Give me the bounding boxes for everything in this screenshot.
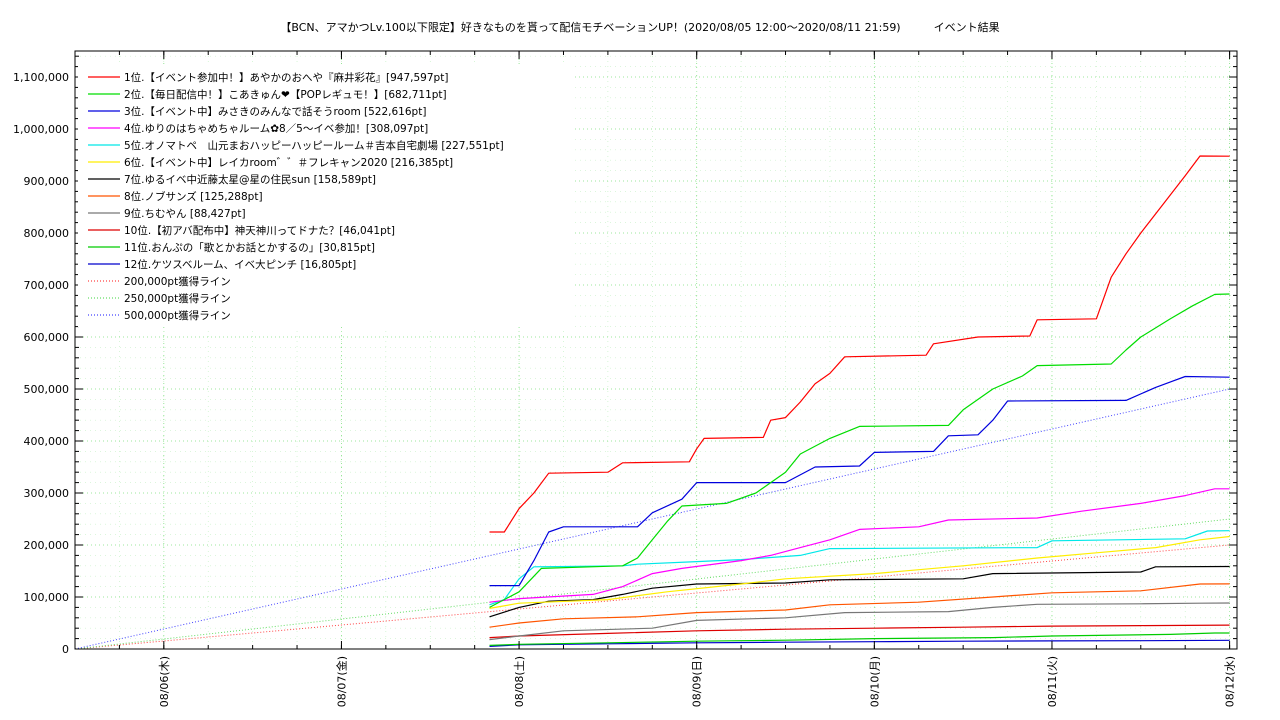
x-tick-label: 08/10(月) bbox=[868, 656, 881, 707]
y-tick-label: 600,000 bbox=[24, 331, 70, 344]
y-tick-label: 0 bbox=[62, 643, 69, 656]
legend-label: 9位.ちむやん [88,427pt] bbox=[124, 207, 246, 220]
y-tick-label: 100,000 bbox=[24, 591, 70, 604]
data-series bbox=[489, 155, 1230, 647]
legend-label: 200,000pt獲得ライン bbox=[124, 275, 231, 288]
y-tick-label: 1,000,000 bbox=[13, 123, 69, 136]
legend-label: 1位.【イベント参加中！】あやかのおへや『麻井彩花』[947,597pt] bbox=[124, 71, 448, 84]
plot-frame bbox=[74, 50, 1238, 650]
legend-label: 3位.【イベント中】みさきのみんなで話そうroom [522,616pt] bbox=[124, 105, 426, 118]
legend-label: 4位.ゆりのはちゃめちゃルーム✿8／5～イベ参加！[308,097pt] bbox=[124, 122, 428, 135]
series-line bbox=[489, 535, 1230, 609]
x-tick-label: 08/08(土) bbox=[513, 656, 526, 707]
chart-title: 【BCN、アマかつLv.100以下限定】好きなものを貰って配信モチベーションUP… bbox=[280, 21, 1000, 34]
reference-line bbox=[74, 388, 1230, 650]
y-tick-label: 300,000 bbox=[24, 487, 70, 500]
series-line bbox=[489, 632, 1230, 646]
legend-label: 10位.【初アバ配布中】神天神川ってドナた？[46,041pt] bbox=[124, 224, 395, 237]
y-tick-label: 800,000 bbox=[24, 227, 70, 240]
x-tick-label: 08/11(火) bbox=[1046, 656, 1059, 707]
legend-label: 8位.ノブサンズ [125,288pt] bbox=[124, 190, 263, 203]
reference-line bbox=[74, 518, 1230, 650]
legend-label: 11位.おんぷの「歌とかお話とかするの」[30,815pt] bbox=[124, 241, 375, 254]
legend-background bbox=[78, 66, 573, 327]
series-line bbox=[489, 602, 1230, 641]
x-tick-label: 08/09(日) bbox=[691, 656, 704, 707]
series-line bbox=[489, 624, 1230, 639]
legend-label: 7位.ゆるイベ中近藤太星@星の住民sun [158,589pt] bbox=[124, 173, 376, 186]
legend-label: 5位.オノマトペ 山元まおハッピーハッピールーム＃吉本自宅劇場 [227,551… bbox=[124, 139, 504, 152]
series-line bbox=[489, 293, 1230, 608]
y-tick-label: 900,000 bbox=[24, 175, 70, 188]
legend-label: 12位.ケツスベルーム、イベ大ピンチ [16,805pt] bbox=[124, 258, 356, 271]
y-tick-label: 400,000 bbox=[24, 435, 70, 448]
series-line bbox=[489, 488, 1230, 603]
series-line bbox=[489, 375, 1230, 587]
y-tick-label: 200,000 bbox=[24, 539, 70, 552]
reference-line bbox=[74, 544, 1230, 650]
series-line bbox=[489, 530, 1230, 606]
y-tick-label: 700,000 bbox=[24, 279, 70, 292]
x-tick-label: 08/06(木) bbox=[158, 656, 171, 707]
series-line bbox=[489, 639, 1230, 647]
x-tick-label: 08/07(金) bbox=[334, 656, 348, 707]
y-tick-label: 500,000 bbox=[24, 383, 70, 396]
axes: 08/06(木) 08/07(金) 08/08(土) 08/09(日) 08/10(月)… bbox=[13, 51, 1237, 707]
legend-label: 6位.【イベント中】レイカroom゛゛＃フレキャン2020 [216,385pt… bbox=[124, 156, 453, 169]
reference-lines bbox=[74, 388, 1230, 650]
legend-label: 250,000pt獲得ライン bbox=[124, 292, 231, 305]
legend-label: 500,000pt獲得ライン bbox=[124, 309, 231, 322]
series-line bbox=[489, 583, 1230, 628]
legend-label: 2位.【毎日配信中！】こあきゅん❤【POPレギュモ！】[682,711pt] bbox=[124, 88, 447, 101]
y-tick-label: 1,100,000 bbox=[13, 71, 69, 84]
legend: 1位.【イベント参加中！】あやかのおへや『麻井彩花』[947,597pt] 2位.… bbox=[78, 66, 573, 327]
series-line bbox=[489, 155, 1230, 533]
x-tick-label: 08/12(水) bbox=[1224, 656, 1237, 707]
